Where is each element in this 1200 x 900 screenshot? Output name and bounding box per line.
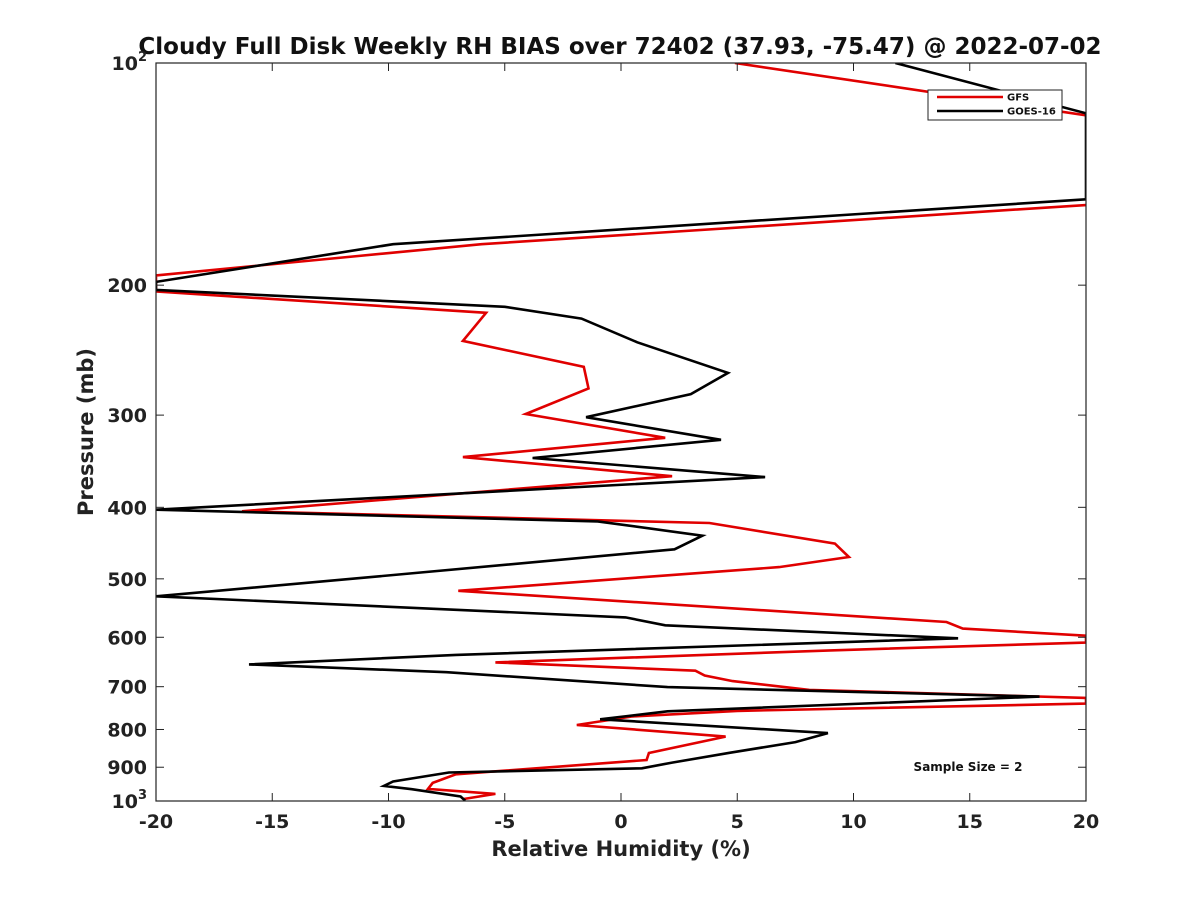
y-tick-base: 10 bbox=[112, 53, 138, 75]
series-layer bbox=[156, 63, 1086, 801]
x-tick-label: -20 bbox=[139, 811, 173, 833]
y-tick-label: 800 bbox=[107, 719, 147, 741]
x-tick-label: -5 bbox=[494, 811, 515, 833]
x-tick-label: -15 bbox=[255, 811, 289, 833]
y-tick-label: 400 bbox=[107, 497, 147, 519]
sample-size-note: Sample Size = 2 bbox=[914, 760, 1023, 774]
x-axis-label: Relative Humidity (%) bbox=[491, 837, 750, 861]
series-line-goes-16 bbox=[156, 63, 1086, 801]
legend-box bbox=[927, 89, 1063, 121]
y-tick-label: 600 bbox=[107, 627, 147, 649]
y-tick-label: 900 bbox=[107, 757, 147, 779]
y-axis-label: Pressure (mb) bbox=[74, 348, 98, 516]
chart-title: Cloudy Full Disk Weekly RH BIAS over 724… bbox=[138, 34, 1101, 60]
y-tick-base: 10 bbox=[112, 791, 138, 813]
x-tick-label: 0 bbox=[614, 811, 627, 833]
x-axis: -20 -15 -10 -5 0 5 10 15 20 bbox=[139, 63, 1099, 833]
y-tick-label: 200 bbox=[107, 275, 147, 297]
x-tick-label: 20 bbox=[1073, 811, 1099, 833]
legend-label: GFS bbox=[1007, 93, 1029, 104]
legend-label: GOES-16 bbox=[1007, 107, 1056, 118]
legend: GFS GOES-16 bbox=[927, 89, 1063, 121]
x-tick-label: 5 bbox=[731, 811, 744, 833]
y-tick-exponent: 3 bbox=[138, 788, 147, 803]
y-tick-exponent: 2 bbox=[138, 50, 147, 65]
y-tick-label: 500 bbox=[107, 569, 147, 591]
y-tick-label: 700 bbox=[107, 677, 147, 699]
y-tick-label: 102 bbox=[112, 50, 148, 75]
y-tick-label: 103 bbox=[112, 788, 148, 813]
y-tick-label: 300 bbox=[107, 405, 147, 427]
series-line-gfs bbox=[156, 63, 1086, 801]
x-tick-label: 10 bbox=[840, 811, 866, 833]
x-tick-label: 15 bbox=[957, 811, 983, 833]
x-tick-label: -10 bbox=[371, 811, 405, 833]
plot-frame bbox=[155, 62, 1087, 802]
